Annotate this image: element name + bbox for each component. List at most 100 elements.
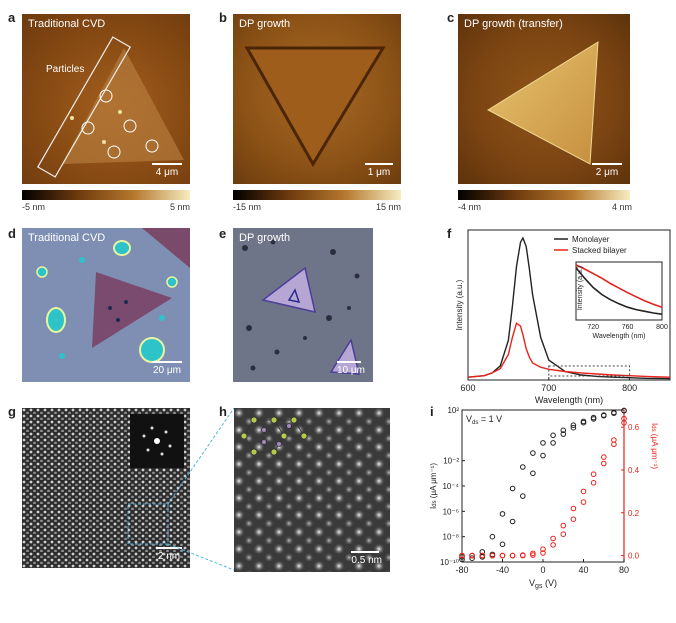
colorbar-b-min: -15 nm	[233, 202, 262, 212]
legend-label: Monolayer	[572, 235, 610, 244]
y-left-tick-label: 10⁻⁸	[443, 533, 460, 542]
afm-image-a: Traditional CVD Particles 4 μm	[22, 14, 190, 184]
inset-x-axis-label: Wavelength (nm)	[592, 333, 645, 340]
plot-frame	[467, 229, 671, 381]
optical-d-features	[36, 228, 190, 363]
scale-bar-g: 2 nm	[156, 547, 182, 562]
marker-log-forward	[499, 511, 506, 517]
zoom-connector-lines	[168, 407, 235, 571]
marker-linear-reverse	[590, 480, 597, 486]
zoom-box	[548, 365, 631, 377]
marker-log-reverse	[601, 412, 607, 419]
afm-image-c: DP growth (transfer) 2 μm	[458, 14, 630, 184]
y-left-tick-label: 10⁻⁴	[442, 482, 459, 491]
y-axis-label: Intensity (a.u.)	[455, 279, 464, 330]
transfer-curve-chart: -80 -40 0 40 80 Vgs (V) 10² 10⁻² 10⁻⁴ 10⁻⁶ 10⁻⁸ 10⁻…	[429, 406, 659, 590]
marker-log-forward	[489, 533, 496, 540]
marker-linear-reverse	[580, 499, 587, 505]
panel-b-letter: b	[219, 10, 227, 25]
panel-c-title: DP growth (transfer)	[464, 18, 563, 30]
x-tick-label: -40	[496, 565, 509, 575]
colorbar-b-max: 15 nm	[376, 202, 402, 212]
marker-log-forward	[540, 440, 546, 446]
marker-linear-reverse	[459, 552, 465, 559]
marker-linear-forward	[601, 454, 607, 460]
marker-log-reverse	[530, 470, 536, 477]
atom-overlay	[240, 416, 308, 456]
marker-linear-reverse	[611, 441, 617, 448]
panel-a-title: Traditional CVD	[28, 18, 106, 30]
x-tick-label: 80	[619, 565, 629, 575]
series-line-monolayer	[467, 236, 671, 380]
x-tick-label: 800	[622, 383, 637, 393]
scale-bar-b: 1 μm	[365, 163, 393, 178]
marker-log-reverse	[611, 410, 617, 416]
marker-log-reverse	[621, 407, 627, 414]
marker-linear-forward	[590, 471, 597, 477]
y-left-tick-label: 10⁻⁶	[443, 507, 459, 516]
optical-e-features	[242, 239, 360, 375]
marker-linear-reverse	[499, 552, 506, 559]
panel-d-letter: d	[8, 226, 16, 241]
marker-linear-reverse	[489, 552, 496, 559]
afm-b-triangle	[244, 46, 386, 167]
marker-linear-reverse	[560, 531, 567, 537]
marker-log-reverse	[580, 419, 587, 426]
afm-c-triangle	[486, 41, 599, 165]
y-right-tick-label: 0.0	[628, 552, 640, 561]
inset-x-tick-label: 760	[622, 324, 634, 331]
scale-bar-c: 2 μm	[592, 163, 622, 178]
colorbar-c	[458, 190, 630, 200]
y-right-tick-label: 0.6	[628, 423, 640, 432]
afm-image-b: DP growth 1 μm	[233, 14, 401, 184]
marker-linear-reverse	[570, 516, 577, 522]
colorbar-a-min: -5 nm	[22, 202, 46, 212]
panel-e-title: DP growth	[239, 232, 291, 244]
inset-x-tick-label: 720	[587, 324, 599, 331]
scale-bar-h: 0.5 nm	[351, 551, 382, 566]
scale-bar-e: 10 μm	[337, 361, 365, 376]
x-tick-label: 600	[460, 383, 475, 393]
marker-linear-forward	[540, 546, 546, 552]
y-left-tick-label: 10⁻¹⁰	[440, 558, 459, 567]
marker-log-reverse	[590, 416, 597, 422]
marker-linear-reverse	[621, 415, 627, 422]
stem-image-h: 0.5 nm	[234, 408, 390, 572]
inset-x-tick-label: 800	[656, 324, 668, 331]
marker-linear-reverse	[530, 552, 536, 558]
colorbar-c-max: 4 nm	[612, 202, 633, 212]
scale-bar-d: 20 μm	[152, 361, 182, 376]
colorbar-a-max: 5 nm	[170, 202, 191, 212]
x-tick-label: 0	[540, 565, 545, 575]
marker-linear-forward	[550, 535, 556, 542]
panel-e-letter: e	[219, 226, 227, 241]
marker-log-forward	[520, 464, 526, 470]
inset-y-axis-label: Intensity (a.u.)	[577, 266, 584, 310]
colorbar-a	[22, 190, 190, 200]
panel-g-letter: g	[8, 404, 16, 419]
scale-bar-a: 4 μm	[152, 163, 182, 178]
y-right-axis-label: Ids (μA μm⁻¹)	[650, 423, 659, 469]
marker-log-forward	[570, 422, 577, 429]
panel-i-letter: i	[430, 404, 434, 419]
marker-linear-forward	[560, 522, 567, 529]
marker-linear-reverse	[479, 552, 486, 559]
panel-h-letter: h	[219, 404, 227, 419]
series-line-stacked-bilayer	[467, 322, 671, 378]
y-left-axis-label: Ids (μA μm⁻¹)	[429, 463, 438, 509]
marker-linear-reverse	[520, 552, 526, 559]
marker-log-reverse	[570, 424, 577, 431]
marker-linear-forward	[580, 488, 587, 495]
marker-log-reverse	[560, 431, 567, 437]
marker-log-reverse	[469, 555, 475, 561]
marker-log-reverse	[540, 452, 546, 459]
x-tick-label: 40	[578, 565, 588, 575]
marker-linear-forward	[530, 550, 536, 557]
x-axis-label: Wavelength (nm)	[535, 395, 603, 405]
marker-linear-reverse	[540, 550, 546, 556]
stem-h-lattice	[234, 408, 390, 572]
marker-linear-reverse	[469, 552, 475, 559]
vds-annotation: Vds = 1 V	[466, 414, 502, 426]
marker-linear-reverse	[601, 460, 607, 467]
legend-label: Stacked bilayer	[572, 246, 627, 255]
